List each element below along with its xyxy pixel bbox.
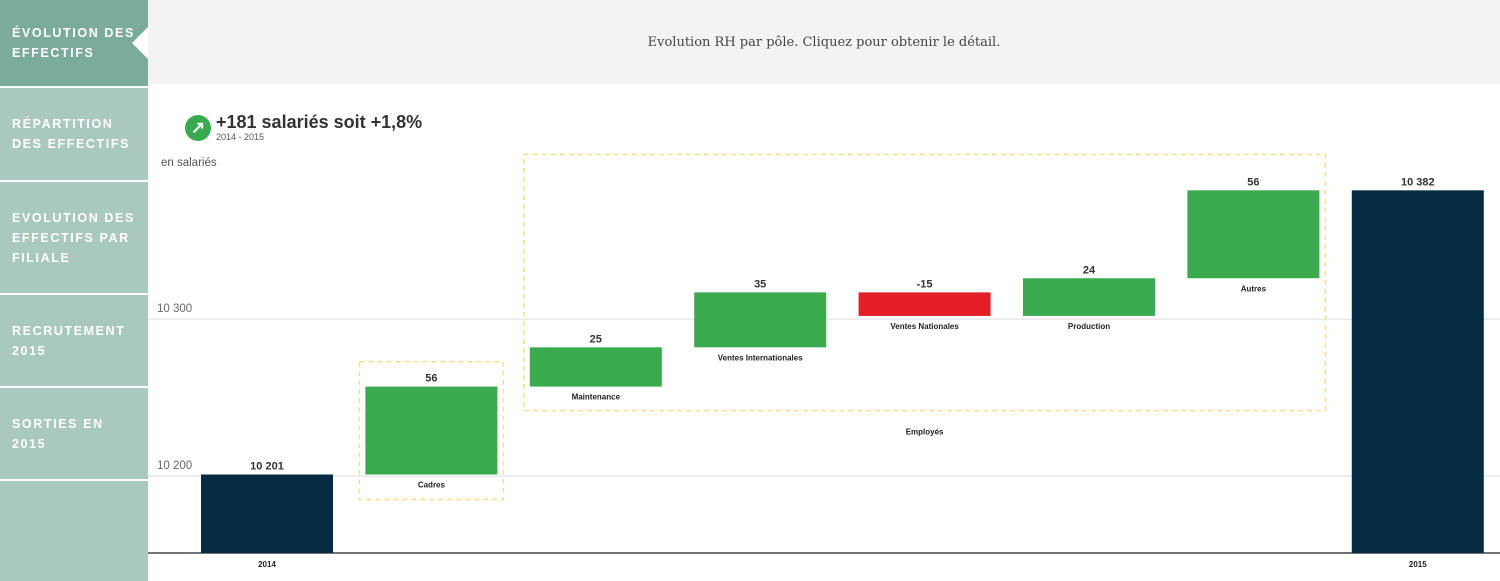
kpi-headline: +181 salariés soit +1,8% [216, 112, 423, 132]
sidebar-item-label: Évolution des effectifs [12, 26, 135, 60]
data-label: 24 [1083, 264, 1096, 276]
sidebar: Évolution des effectifs Répartition des … [0, 0, 148, 581]
category-label: Production [1068, 322, 1110, 331]
data-label: 25 [590, 333, 602, 345]
bar-2014 [201, 474, 333, 553]
y-tick-label: 10 200 [157, 460, 192, 472]
group-box [358, 360, 505, 501]
bar-production [1023, 278, 1155, 316]
sidebar-item-repartition-effectifs[interactable]: Répartition des effectifs [0, 88, 148, 182]
data-label: 10 382 [1401, 176, 1435, 188]
group-box [523, 153, 1327, 412]
kpi-summary: ↗ +181 salariés soit +1,8% 2014 - 2015 [185, 112, 422, 142]
category-label: Maintenance [572, 393, 621, 402]
bar-ventes-internationales [694, 292, 827, 348]
chart-header: Evolution RH par pôle. Cliquez pour obte… [148, 0, 1500, 84]
active-indicator [132, 27, 148, 59]
category-label: Autres [1241, 284, 1267, 293]
sidebar-item-label: Sorties en 2015 [12, 416, 104, 451]
bar-2015 [1351, 190, 1484, 553]
sidebar-item-sorties[interactable]: Sorties en 2015 [0, 388, 148, 481]
sidebar-item-label: Recrutement 2015 [12, 323, 126, 358]
sidebar-item-label: Evolution des effectifs par filiale [12, 210, 135, 265]
data-label: 10 201 [250, 461, 284, 473]
sidebar-item-evolution-filiale[interactable]: Evolution des effectifs par filiale [0, 182, 148, 295]
arrow-up-right-icon: ↗ [185, 115, 211, 141]
data-label: 56 [1247, 176, 1259, 188]
sidebar-item-recrutement[interactable]: Recrutement 2015 [0, 295, 148, 388]
data-label: -15 [917, 278, 933, 290]
data-label: 35 [754, 278, 766, 290]
unit-label: en salariés [161, 157, 217, 169]
y-tick-label: 10 300 [157, 303, 192, 315]
category-label: Cadres [418, 481, 446, 490]
group-label: Employés [906, 428, 944, 437]
category-label: Ventes Internationales [718, 353, 803, 362]
kpi-period: 2014 - 2015 [216, 132, 265, 142]
category-label: 2014 [258, 560, 276, 569]
header-text: Evolution RH par pôle. Cliquez pour obte… [647, 34, 1001, 50]
bar-cadres [365, 386, 498, 475]
sidebar-item-evolution-effectifs[interactable]: Évolution des effectifs [0, 0, 148, 88]
category-label: Ventes Nationales [890, 322, 959, 331]
bar-autres [1187, 190, 1320, 279]
sidebar-item-label: Répartition des effectifs [12, 117, 131, 151]
bar-ventes-nationales [858, 292, 991, 316]
data-label: 56 [425, 373, 437, 385]
category-label: 2015 [1409, 560, 1427, 569]
bar-maintenance [529, 347, 662, 387]
